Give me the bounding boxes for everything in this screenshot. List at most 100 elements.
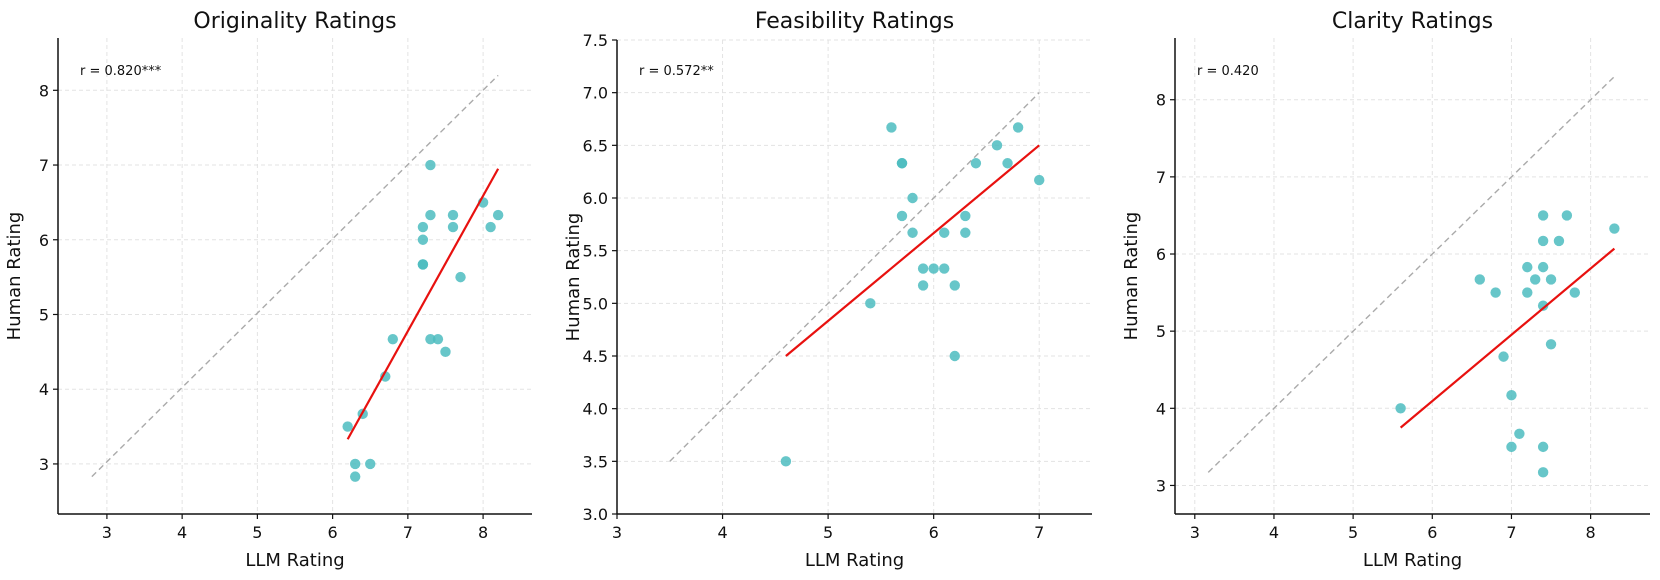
data-point	[1537, 210, 1549, 221]
x-tick-label: 7	[403, 523, 413, 542]
data-point	[1561, 210, 1573, 221]
x-tick-label: 7	[1034, 523, 1044, 542]
data-point	[1569, 287, 1580, 298]
data-point	[387, 333, 399, 345]
x-tick-label: 8	[478, 523, 488, 542]
data-point	[896, 210, 908, 222]
identity-line	[669, 92, 1040, 462]
data-point	[949, 280, 960, 291]
x-tick-label: 6	[328, 523, 338, 542]
data-point	[447, 221, 459, 233]
chart-title: Originality Ratings	[193, 9, 396, 34]
chart-panel-1: 3 4 5 6 7 8 3 4 5 6 7 8 Originality Ratings LLM Ratin…	[4, 9, 532, 571]
data-point	[425, 209, 436, 221]
y-tick-label: 4	[39, 380, 49, 399]
data-point	[1474, 274, 1485, 285]
chart-panel-3: 3 4 5 6 7 8 3 4 5 6 7 8 Clarity Ratings LLM Rating Hum…	[1121, 9, 1650, 571]
y-tick-label: 7.0	[583, 84, 608, 103]
y-tick-label: 4	[1156, 399, 1166, 418]
data-point	[440, 346, 451, 358]
y-tick-label: 7	[1156, 168, 1166, 187]
data-point	[380, 371, 391, 382]
x-tick-label: 8	[1586, 523, 1596, 542]
y-tick-label: 4.0	[583, 400, 608, 419]
x-tick-label: 6	[929, 523, 939, 542]
data-point	[896, 158, 908, 169]
data-point	[1514, 428, 1525, 439]
y-tick-label: 3	[1156, 476, 1166, 495]
data-point	[1522, 287, 1533, 298]
data-point	[417, 221, 429, 233]
y-tick-label: 4.5	[583, 347, 608, 366]
x-tick-label: 3	[1190, 523, 1200, 542]
fit-line	[785, 144, 1040, 357]
data-point	[1002, 158, 1013, 169]
data-point	[349, 458, 361, 470]
data-point	[1034, 174, 1045, 186]
data-point	[1530, 274, 1541, 285]
data-point	[1498, 351, 1509, 362]
y-axis-label: Human Rating	[1121, 212, 1142, 341]
y-tick-label: 5	[39, 305, 49, 324]
x-tick-label: 4	[1269, 523, 1279, 542]
identity-line	[1207, 76, 1615, 473]
data-point	[1609, 223, 1620, 234]
chart-title: Clarity Ratings	[1332, 9, 1493, 34]
data-point	[1545, 339, 1557, 350]
y-tick-label: 5.0	[583, 294, 608, 313]
y-tick-label: 6.5	[583, 136, 608, 155]
data-point	[417, 234, 429, 245]
x-axis-label: LLM Rating	[805, 550, 904, 571]
data-point	[907, 227, 918, 238]
data-point	[417, 259, 429, 270]
data-point	[970, 158, 982, 169]
data-point	[1537, 261, 1549, 273]
data-point	[1537, 467, 1549, 478]
x-tick-label: 4	[717, 523, 727, 542]
data-point	[455, 271, 466, 283]
data-point	[928, 263, 939, 274]
data-point	[960, 227, 971, 238]
data-point	[349, 471, 361, 482]
y-tick-label: 3	[39, 455, 49, 474]
x-axis-label: LLM Rating	[245, 550, 344, 571]
x-tick-label: 7	[1506, 523, 1516, 542]
x-tick-label: 3	[102, 523, 112, 542]
data-point	[960, 210, 971, 222]
data-point	[865, 298, 876, 309]
data-point	[939, 263, 950, 274]
y-tick-label: 6	[1156, 245, 1166, 264]
data-point	[425, 333, 436, 345]
data-point	[492, 209, 504, 221]
data-point	[1490, 287, 1501, 298]
correlation-annotation: r = 0.420	[1197, 64, 1259, 79]
data-point	[342, 421, 353, 432]
data-point	[365, 458, 376, 470]
data-point	[1506, 389, 1517, 401]
y-tick-label: 5	[1156, 322, 1166, 341]
y-tick-label: 6	[39, 231, 49, 250]
data-point	[1537, 235, 1549, 247]
data-point	[917, 263, 929, 274]
y-tick-label: 7	[39, 156, 49, 175]
y-tick-label: 3.0	[583, 505, 608, 524]
data-point	[425, 159, 436, 171]
data-point	[1395, 403, 1406, 414]
y-tick-label: 8	[39, 81, 49, 100]
x-tick-label: 5	[823, 523, 833, 542]
y-tick-label: 8	[1156, 91, 1166, 110]
fit-line	[346, 168, 500, 440]
data-point	[1537, 300, 1549, 311]
chart-title: Feasibility Ratings	[755, 9, 954, 34]
x-axis-label: LLM Rating	[1363, 550, 1462, 571]
data-point	[907, 192, 918, 204]
x-tick-label: 4	[177, 523, 187, 542]
y-tick-label: 6.0	[583, 189, 608, 208]
x-tick-label: 5	[252, 523, 262, 542]
data-point	[1522, 261, 1533, 273]
data-point	[1537, 441, 1549, 453]
x-tick-label: 3	[612, 523, 622, 542]
data-point	[917, 280, 929, 291]
data-point	[1012, 122, 1024, 133]
